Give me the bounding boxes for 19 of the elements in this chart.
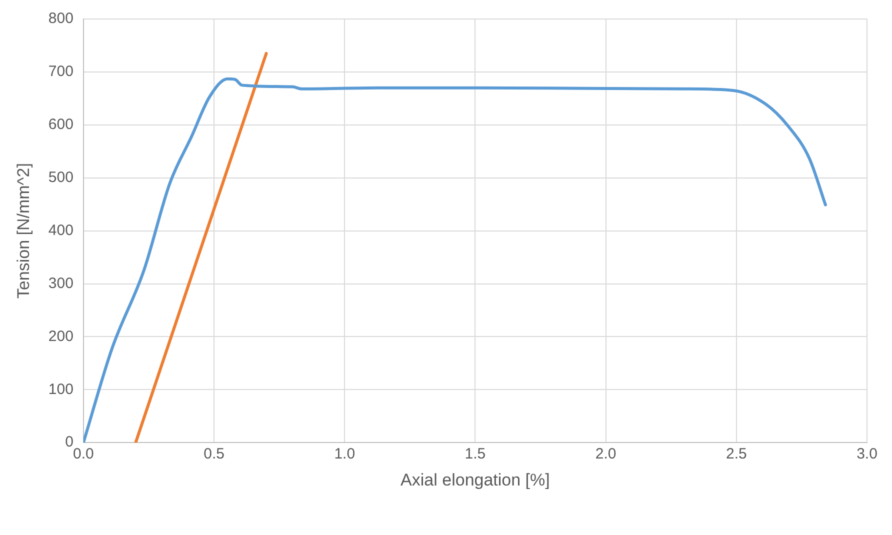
x-tick-label: 0.5 — [204, 446, 224, 463]
y-tick-label: 100 — [48, 380, 74, 398]
x-axis-title: Axial elongation [%] — [400, 470, 550, 490]
x-tick-label: 2.0 — [595, 446, 616, 463]
y-tick-label: 200 — [48, 328, 74, 345]
y-tick-label: 700 — [48, 63, 74, 80]
line-series — [83, 77, 827, 443]
y-tick-label: 400 — [48, 222, 74, 239]
x-tick-label: 1.5 — [464, 446, 486, 463]
y-axis-title: Tension [N/mm^2] — [14, 163, 33, 299]
x-tick-label: 3.0 — [856, 446, 878, 463]
y-tick-label: 0 — [65, 434, 74, 451]
y-tick-label: 300 — [48, 274, 74, 292]
y-tick-label: 800 — [48, 10, 74, 28]
x-tick-label: 1.0 — [334, 446, 356, 463]
x-tick-label: 2.5 — [726, 446, 747, 463]
y-tick-label: 500 — [48, 168, 74, 186]
x-tick-label: 0.0 — [72, 446, 94, 463]
y-tick-label: 600 — [48, 116, 74, 134]
